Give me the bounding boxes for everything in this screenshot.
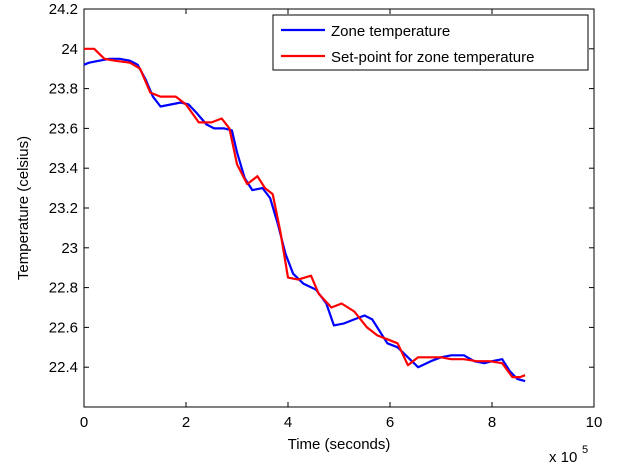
y-tick-label: 23.6: [49, 120, 78, 137]
x-axis-label: Time (seconds): [288, 436, 391, 453]
y-tick-label: 22.4: [49, 359, 78, 376]
legend-label-zone-temperature: Zone temperature: [331, 23, 450, 40]
series-lines: [83, 47, 526, 383]
y-tick-label: 24.2: [49, 1, 78, 18]
x-tick-label: 2: [182, 414, 190, 431]
y-tick-label: 22.8: [49, 280, 78, 297]
y-tick-label: 22.6: [49, 319, 78, 336]
x-multiplier-label: x 10: [549, 449, 577, 466]
x-tick-label: 4: [284, 414, 292, 431]
legend: Zone temperature Set-point for zone temp…: [272, 14, 589, 71]
y-tick-label: 24: [61, 41, 78, 58]
legend-label-set-point: Set-point for zone temperature: [331, 49, 534, 66]
series-line-set-point: [84, 47, 526, 379]
y-tick-label: 23: [61, 240, 78, 257]
axis-ticks: [83, 8, 595, 407]
y-tick-label: 23.8: [49, 81, 78, 98]
x-tick-label: 8: [488, 414, 496, 431]
x-tick-label: 6: [386, 414, 394, 431]
y-tick-labels: 22.4 22.6 22.8 23 23.2 23.4 23.6 23.8 24 24.2: [49, 1, 78, 376]
y-axis-label: Temperature (celsius): [15, 136, 32, 280]
x-tick-labels: 0 2 4 6 8 10: [80, 414, 603, 431]
plot-area: [83, 8, 595, 408]
x-tick-label: 0: [80, 414, 88, 431]
y-tick-label: 23.2: [49, 200, 78, 217]
legend-box: [272, 14, 589, 71]
x-tick-label: 10: [586, 414, 603, 431]
series-line-zone-temperature: [83, 57, 526, 383]
y-tick-label: 23.4: [49, 160, 78, 177]
x-multiplier-exponent: 5: [582, 444, 588, 456]
